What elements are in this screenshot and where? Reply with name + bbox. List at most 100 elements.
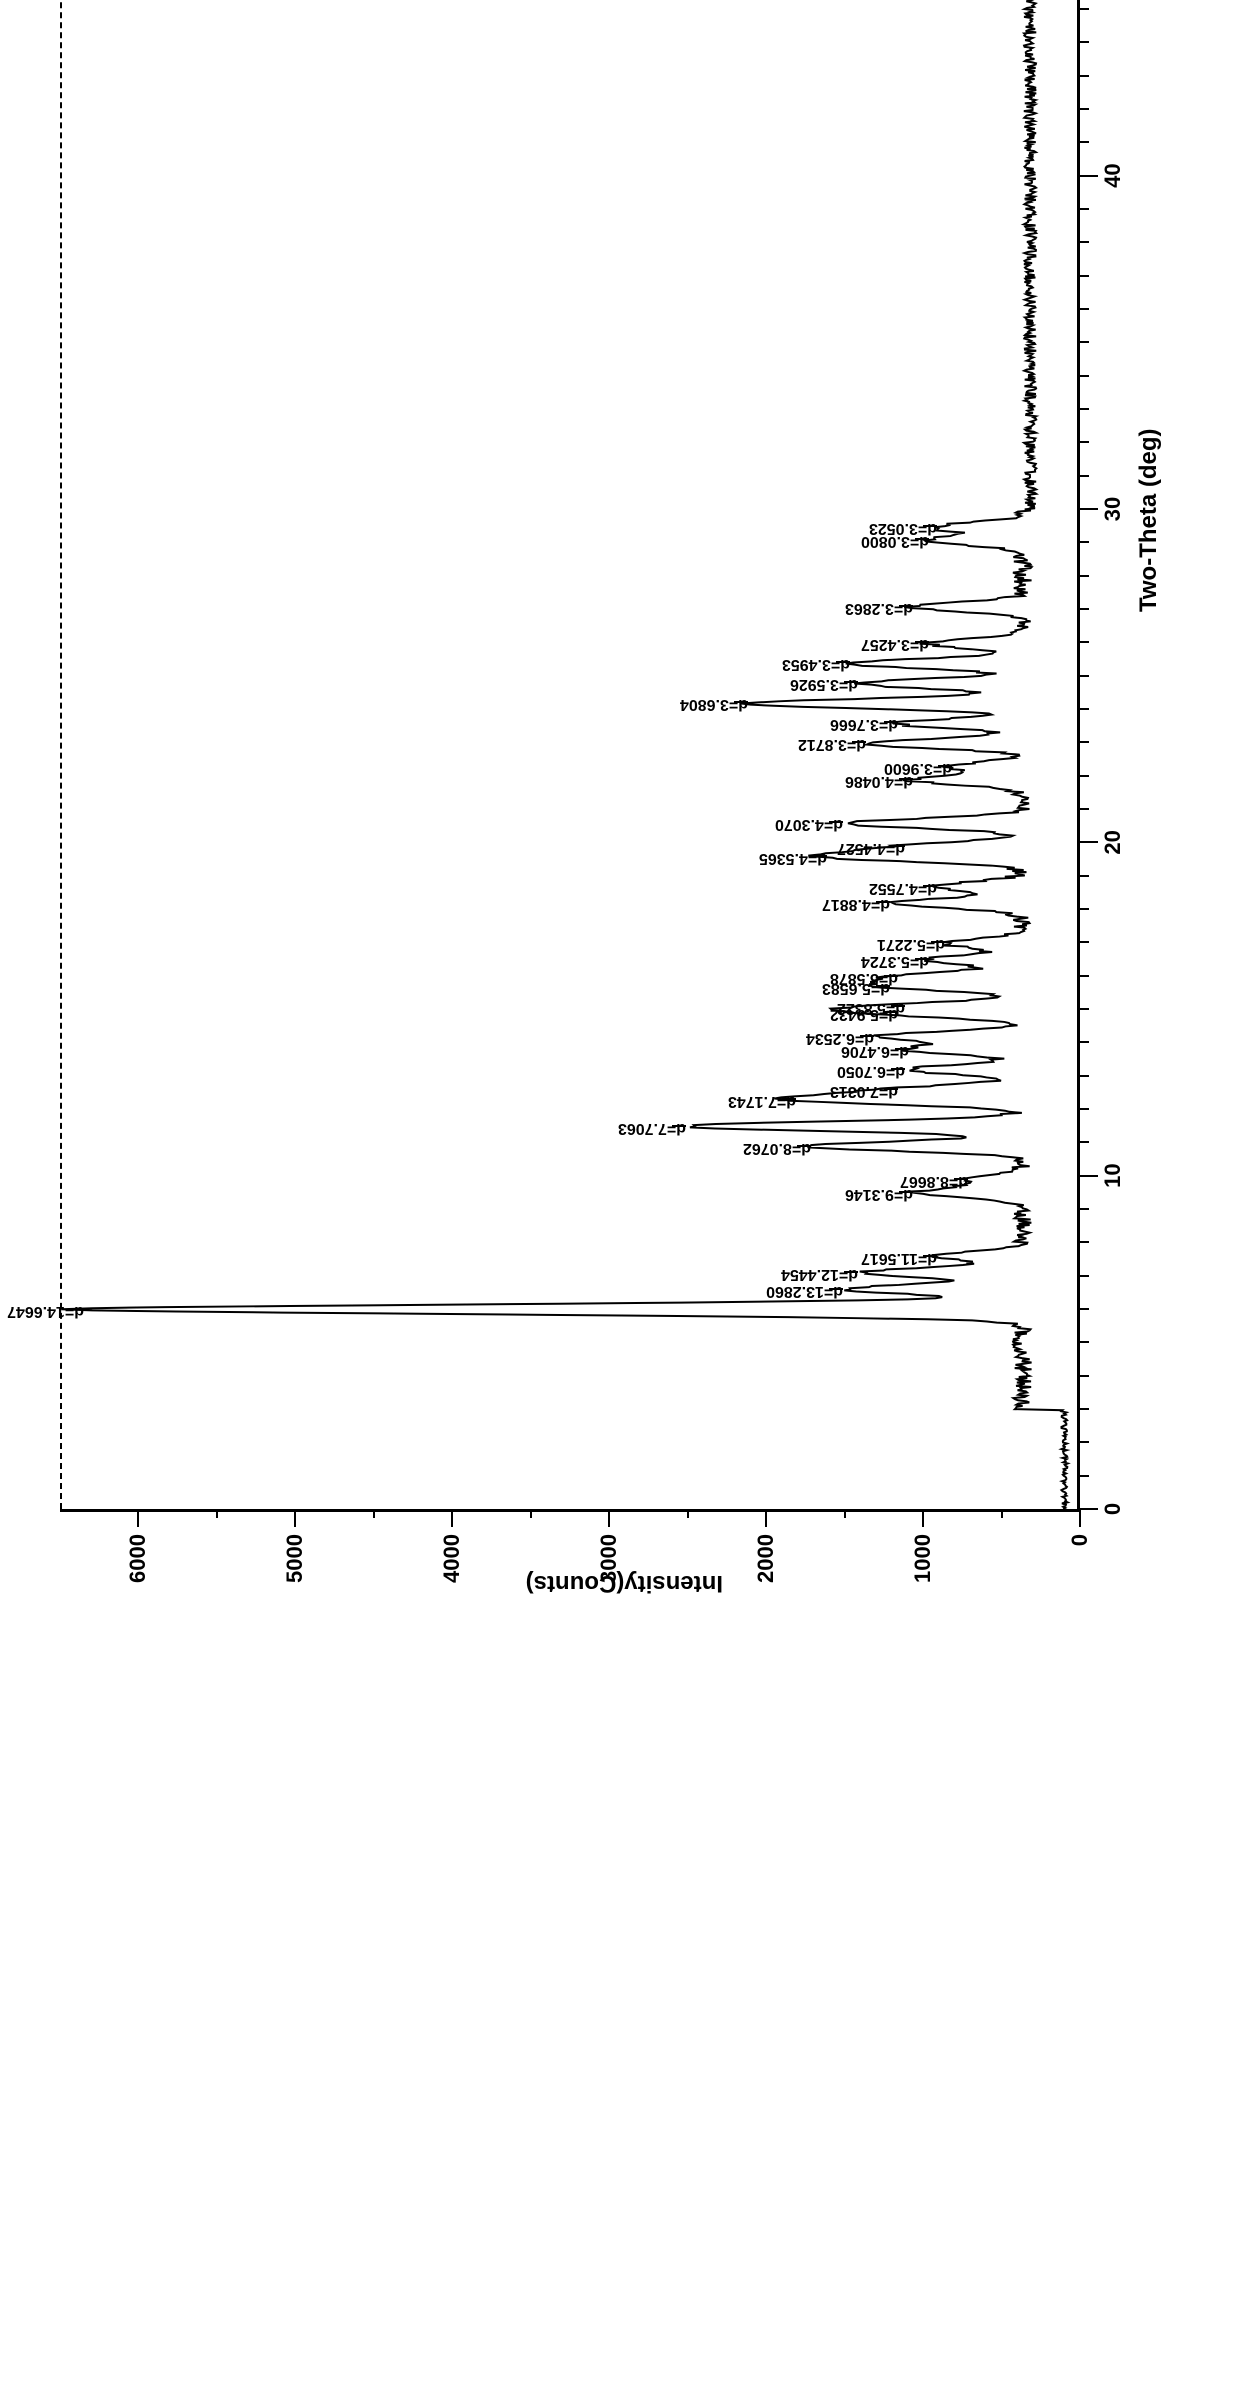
x-tick-label: 0 <box>1100 1502 1126 1514</box>
x-tick-minor <box>1080 641 1089 643</box>
peak-label: d=12.4454 <box>781 1266 858 1282</box>
x-tick-minor <box>1080 1141 1089 1143</box>
y-tick-major <box>1079 1509 1081 1527</box>
peak-label: d=3.6804 <box>680 696 748 712</box>
peak-label: d=6.2534 <box>806 1029 874 1045</box>
x-tick-minor <box>1080 1474 1089 1476</box>
peak-label: d=4.7552 <box>869 879 937 895</box>
peak-label: d=4.5365 <box>759 849 827 865</box>
x-tick-minor <box>1080 908 1089 910</box>
y-tick-label: 1000 <box>910 1534 936 1599</box>
x-tick-minor <box>1080 1208 1089 1210</box>
y-tick-minor <box>373 1509 375 1518</box>
x-tick-major <box>1080 841 1098 843</box>
peak-leader <box>876 901 890 903</box>
peak-label: d=8.8667 <box>900 1173 968 1189</box>
y-tick-major <box>608 1509 610 1527</box>
x-tick-minor <box>1080 241 1089 243</box>
y-tick-label: 6000 <box>125 1534 151 1599</box>
y-axis-label: Intensity(Counts) <box>526 1569 723 1597</box>
y-tick-label: 2000 <box>753 1534 779 1599</box>
xrd-trace-path <box>61 0 1067 1509</box>
y-tick-minor <box>1001 1509 1003 1518</box>
y-tick-major <box>137 1509 139 1527</box>
y-tick-major <box>294 1509 296 1527</box>
x-tick-minor <box>1080 41 1089 43</box>
peak-leader <box>891 1004 905 1006</box>
peak-leader <box>895 1048 909 1050</box>
x-tick-minor <box>1080 141 1089 143</box>
y-tick-major <box>451 1509 453 1527</box>
peak-leader <box>813 854 827 856</box>
peak-label: d=3.4953 <box>782 656 850 672</box>
x-tick-minor <box>1080 474 1089 476</box>
x-tick-label: 30 <box>1100 496 1126 520</box>
peak-leader <box>891 1068 905 1070</box>
x-tick-minor <box>1080 1241 1089 1243</box>
x-tick-minor <box>1080 774 1089 776</box>
peak-leader <box>899 1191 913 1193</box>
peak-leader <box>829 1288 843 1290</box>
peak-label: d=5.8322 <box>837 999 905 1015</box>
x-tick-minor <box>1080 441 1089 443</box>
peak-leader <box>923 1254 937 1256</box>
peak-leader <box>899 604 913 606</box>
y-tick-minor <box>216 1509 218 1518</box>
peak-label: d=11.5617 <box>861 1249 937 1265</box>
x-tick-minor <box>1080 941 1089 943</box>
peak-leader <box>884 974 898 976</box>
x-tick-minor <box>1080 1274 1089 1276</box>
y-tick-minor <box>844 1509 846 1518</box>
peak-leader <box>797 1144 811 1146</box>
x-tick-minor <box>1080 541 1089 543</box>
peak-label: d=4.8817 <box>822 896 890 912</box>
peak-leader <box>860 1034 874 1036</box>
peak-label: d=7.7063 <box>618 1119 686 1135</box>
x-tick-major <box>1080 1174 1098 1176</box>
peak-label: d=3.8712 <box>798 736 866 752</box>
x-tick-major <box>1080 174 1098 176</box>
peak-label: d=14.6647 <box>7 1303 84 1319</box>
x-tick-minor <box>1080 1341 1089 1343</box>
y-tick-minor <box>530 1509 532 1518</box>
y-tick-major <box>765 1509 767 1527</box>
x-tick-minor <box>1080 74 1089 76</box>
peak-label: d=7.1743 <box>727 1093 795 1109</box>
x-tick-major <box>1080 1508 1098 1510</box>
x-tick-minor <box>1080 708 1089 710</box>
peak-label: d=3.2863 <box>845 599 913 615</box>
peak-leader <box>915 958 929 960</box>
plot-frame: 0102030405060 0100020003000400050006000 … <box>60 0 1080 1512</box>
x-tick-minor <box>1080 1308 1089 1310</box>
peak-label: d=6.7050 <box>837 1063 905 1079</box>
x-tick-minor <box>1080 1108 1089 1110</box>
x-tick-major <box>1080 508 1098 510</box>
x-tick-label: 40 <box>1100 163 1126 187</box>
peak-leader <box>884 1088 898 1090</box>
peak-leader <box>70 1308 76 1310</box>
peak-label: d=4.4527 <box>837 839 905 855</box>
x-tick-minor <box>1080 374 1089 376</box>
peak-label: d=3.4257 <box>861 636 929 652</box>
x-tick-minor <box>1080 108 1089 110</box>
peak-label: d=13.2860 <box>766 1283 843 1299</box>
x-tick-minor <box>1080 308 1089 310</box>
peak-leader <box>836 661 850 663</box>
y-tick-label: 5000 <box>282 1534 308 1599</box>
x-tick-minor <box>1080 1374 1089 1376</box>
peak-label: d=3.7666 <box>829 716 897 732</box>
x-tick-label: 10 <box>1100 1163 1126 1187</box>
peak-leader <box>734 701 748 703</box>
y-tick-major <box>922 1509 924 1527</box>
x-tick-minor <box>1080 208 1089 210</box>
peak-leader <box>954 1178 968 1180</box>
peak-label: d=5.3724 <box>861 953 929 969</box>
y-tick-label: 4000 <box>439 1534 465 1599</box>
peak-label: d=3.9600 <box>884 759 952 775</box>
peak-leader <box>884 721 898 723</box>
peak-leader <box>899 778 913 780</box>
x-tick-minor <box>1080 574 1089 576</box>
page-stage: 0102030405060 0100020003000400050006000 … <box>0 0 1240 2383</box>
x-tick-minor <box>1080 274 1089 276</box>
peak-label: d=5.5878 <box>829 969 897 985</box>
